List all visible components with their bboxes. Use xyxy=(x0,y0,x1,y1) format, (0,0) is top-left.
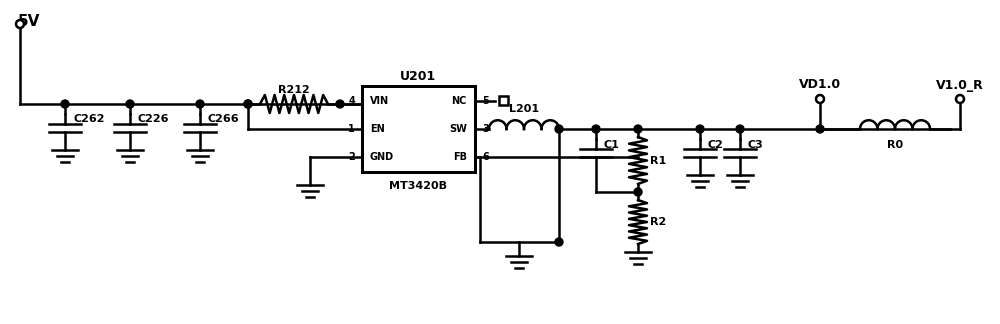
Circle shape xyxy=(555,238,563,246)
Text: V1.0_R: V1.0_R xyxy=(936,78,984,91)
Text: 2: 2 xyxy=(348,152,355,162)
Circle shape xyxy=(634,125,642,133)
Bar xyxy=(498,96,508,105)
Circle shape xyxy=(61,100,69,108)
Text: R1: R1 xyxy=(650,156,666,166)
Circle shape xyxy=(555,125,563,133)
Circle shape xyxy=(592,125,600,133)
Text: NC: NC xyxy=(452,96,467,106)
Text: R2: R2 xyxy=(650,217,666,227)
Text: GND: GND xyxy=(370,152,394,162)
Text: VD1.0: VD1.0 xyxy=(799,78,841,91)
Text: C3: C3 xyxy=(748,140,764,150)
Text: C262: C262 xyxy=(73,114,104,124)
Circle shape xyxy=(336,100,344,108)
Text: 4: 4 xyxy=(348,96,355,106)
Text: 5: 5 xyxy=(482,96,489,106)
Text: 6: 6 xyxy=(482,152,489,162)
Circle shape xyxy=(956,95,964,103)
Text: VIN: VIN xyxy=(370,96,389,106)
Text: FB: FB xyxy=(453,152,467,162)
Circle shape xyxy=(196,100,204,108)
Circle shape xyxy=(244,100,252,108)
Text: L201: L201 xyxy=(509,104,539,114)
Circle shape xyxy=(736,125,744,133)
Text: C1: C1 xyxy=(604,140,620,150)
Circle shape xyxy=(696,125,704,133)
Text: R0: R0 xyxy=(887,140,903,150)
Text: U201: U201 xyxy=(400,70,436,83)
Bar xyxy=(362,86,475,172)
Circle shape xyxy=(634,188,642,196)
Text: EN: EN xyxy=(370,124,385,134)
Text: MT3420B: MT3420B xyxy=(389,181,447,191)
Text: SW: SW xyxy=(449,124,467,134)
Text: C226: C226 xyxy=(138,114,170,124)
Circle shape xyxy=(816,125,824,133)
Circle shape xyxy=(816,95,824,103)
Text: 5V: 5V xyxy=(18,14,40,29)
Circle shape xyxy=(126,100,134,108)
Text: 1: 1 xyxy=(348,124,355,134)
Circle shape xyxy=(16,20,24,28)
Text: R212: R212 xyxy=(278,85,310,95)
Text: C266: C266 xyxy=(208,114,240,124)
Circle shape xyxy=(244,100,252,108)
Text: 3: 3 xyxy=(482,124,489,134)
Text: C2: C2 xyxy=(708,140,724,150)
